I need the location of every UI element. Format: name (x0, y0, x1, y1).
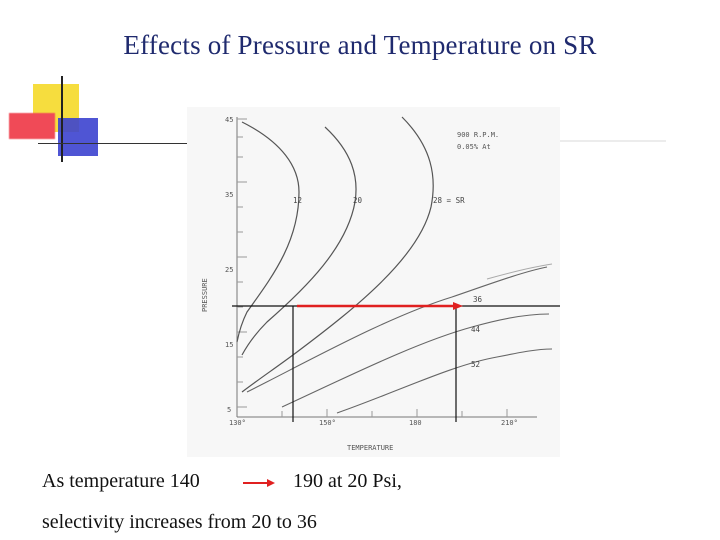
y-tick-label: 15 (225, 341, 233, 349)
sr-curve-44 (281, 313, 550, 408)
right-arrow-icon (243, 479, 275, 487)
sr-curve-28 (241, 116, 434, 393)
logo-red-square (9, 113, 55, 139)
sr-curve-20 (241, 126, 357, 356)
curve-label: 28 = SR (433, 196, 465, 205)
logo-blue-square (58, 118, 98, 156)
divider-line (38, 143, 188, 144)
slide-title: Effects of Pressure and Temperature on S… (123, 30, 597, 60)
y-tick-label: 35 (225, 191, 233, 199)
y-tick-label: 5 (227, 406, 231, 414)
curve-label: 52 (471, 360, 480, 369)
caption-line-1: As temperature 140 (42, 470, 200, 492)
divider-line-right (556, 140, 666, 142)
scanned-graph: 45 35 25 15 5 130° 150° 180 210° PRESSUR… (187, 107, 560, 457)
logo-vertical-line (61, 76, 63, 162)
x-tick-label: 130° (229, 419, 246, 427)
curve-label: 20 (353, 196, 363, 205)
x-tick-label: 210° (501, 419, 518, 427)
caption-line-2: selectivity increases from 20 to 36 (42, 511, 317, 533)
graph-svg: 45 35 25 15 5 130° 150° 180 210° PRESSUR… (201, 116, 560, 452)
sr-curve-36 (246, 266, 548, 393)
x-axis-title: TEMPERATURE (347, 444, 393, 452)
x-tick-label: 150° (319, 419, 336, 427)
curve-label: 36 (473, 295, 483, 304)
curve-label: 12 (293, 196, 302, 205)
sr-curve-52 (336, 348, 553, 414)
sr-curve-12 (236, 121, 300, 343)
y-tick-label: 25 (225, 266, 233, 274)
sr-curve-extra (486, 263, 553, 280)
curve-label: 44 (471, 325, 481, 334)
conditions-line-1: 900 R.P.M. (457, 131, 499, 139)
y-tick-label: 45 (225, 116, 233, 124)
y-axis-title: PRESSURE (201, 278, 209, 312)
caption-line-1-right: 190 at 20 Psi, (293, 470, 402, 492)
highlight-arrow-head (453, 302, 463, 310)
conditions-line-2: 0.05% At (457, 143, 491, 151)
x-tick-label: 180 (409, 419, 422, 427)
